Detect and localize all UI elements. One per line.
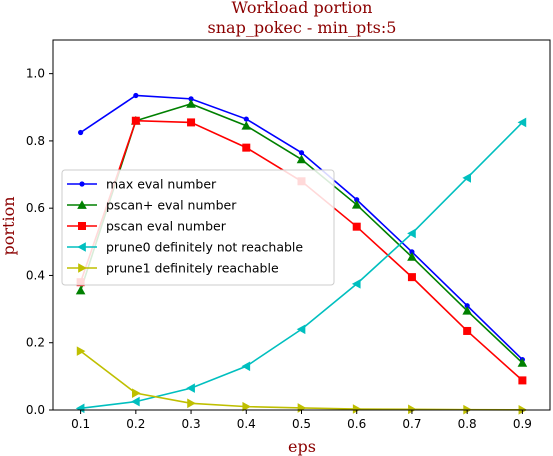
data-point-3-5 xyxy=(351,279,361,289)
legend: max eval number pscan+ eval number pscan e… xyxy=(61,169,335,286)
data-point-3-0 xyxy=(75,403,85,414)
data-point-4-6 xyxy=(408,404,417,415)
x-tick-label-3: 0.4 xyxy=(237,417,256,431)
data-point-2-8 xyxy=(518,376,527,385)
legend-label-1: pscan+ eval number xyxy=(106,198,237,213)
x-tick-label-1: 0.2 xyxy=(126,417,145,431)
data-point-0-5 xyxy=(354,197,360,203)
legend-label-4: prune1 definitely reachable xyxy=(106,261,279,276)
x-tick-label-6: 0.7 xyxy=(402,417,421,431)
data-point-3-3 xyxy=(241,361,251,372)
y-tick-label-4: 0.8 xyxy=(26,134,45,148)
x-tick-label-4: 0.5 xyxy=(292,417,311,431)
y-tick-label-3: 0.6 xyxy=(26,201,45,215)
legend-box xyxy=(61,169,335,286)
legend-marker-4 xyxy=(78,263,87,273)
data-point-2-1 xyxy=(131,116,140,125)
data-point-2-5 xyxy=(352,222,361,231)
data-point-4-5 xyxy=(352,404,362,414)
data-point-3-7 xyxy=(462,173,472,183)
y-tick-label-0: 0.0 xyxy=(26,403,45,417)
chart-title: Workload portion xyxy=(232,0,373,17)
data-point-1-8 xyxy=(517,358,528,367)
x-tick-label-7: 0.8 xyxy=(458,417,477,431)
data-point-0-2 xyxy=(188,96,194,102)
x-tick-label-0: 0.1 xyxy=(71,417,90,431)
y-tick-label-1: 0.2 xyxy=(26,336,45,350)
data-point-4-3 xyxy=(242,401,252,412)
x-tick-label-2: 0.3 xyxy=(182,417,201,431)
data-point-1-5 xyxy=(351,200,362,209)
data-point-2-2 xyxy=(187,118,196,127)
data-point-1-6 xyxy=(407,252,417,261)
series-line-4 xyxy=(80,350,523,411)
data-point-0-3 xyxy=(243,116,249,122)
data-point-1-0 xyxy=(75,285,86,295)
data-point-0-0 xyxy=(78,129,84,136)
x-tick-label-8: 0.9 xyxy=(513,417,532,431)
legend-label-0: max eval number xyxy=(106,177,217,192)
data-point-0-4 xyxy=(298,150,305,156)
data-point-1-3 xyxy=(241,120,252,130)
data-point-4-0 xyxy=(76,346,86,356)
data-point-3-4 xyxy=(296,324,306,335)
y-axis-label: portion xyxy=(0,196,18,255)
legend-marker-2 xyxy=(78,222,86,230)
data-point-4-1 xyxy=(131,388,141,398)
legend-marker-1 xyxy=(77,200,87,209)
data-point-1-4 xyxy=(296,154,307,164)
data-point-3-6 xyxy=(407,228,416,239)
data-point-4-2 xyxy=(187,398,196,409)
data-point-1-2 xyxy=(186,99,196,108)
data-point-2-3 xyxy=(242,143,251,152)
data-point-2-7 xyxy=(463,326,472,335)
data-point-3-1 xyxy=(131,396,140,407)
data-point-3-2 xyxy=(186,383,195,393)
chart-subtitle: snap_pokec - min_pts:5 xyxy=(208,18,397,37)
x-tick-label-5: 0.6 xyxy=(347,417,366,431)
data-point-2-6 xyxy=(407,273,416,282)
legend-marker-0 xyxy=(79,181,85,187)
y-tick-label-2: 0.4 xyxy=(26,268,45,282)
data-point-0-7 xyxy=(464,303,470,309)
legend-marker-3 xyxy=(77,242,86,252)
y-tick-label-5: 1.0 xyxy=(26,67,45,81)
data-point-1-7 xyxy=(462,305,472,315)
legend-label-3: prune0 definitely not reachable xyxy=(106,240,303,255)
data-point-0-6 xyxy=(409,249,415,255)
data-point-0-1 xyxy=(133,92,139,99)
legend-label-2: pscan eval number xyxy=(106,219,227,234)
x-axis-label: eps xyxy=(288,437,316,456)
data-point-3-8 xyxy=(517,117,527,128)
